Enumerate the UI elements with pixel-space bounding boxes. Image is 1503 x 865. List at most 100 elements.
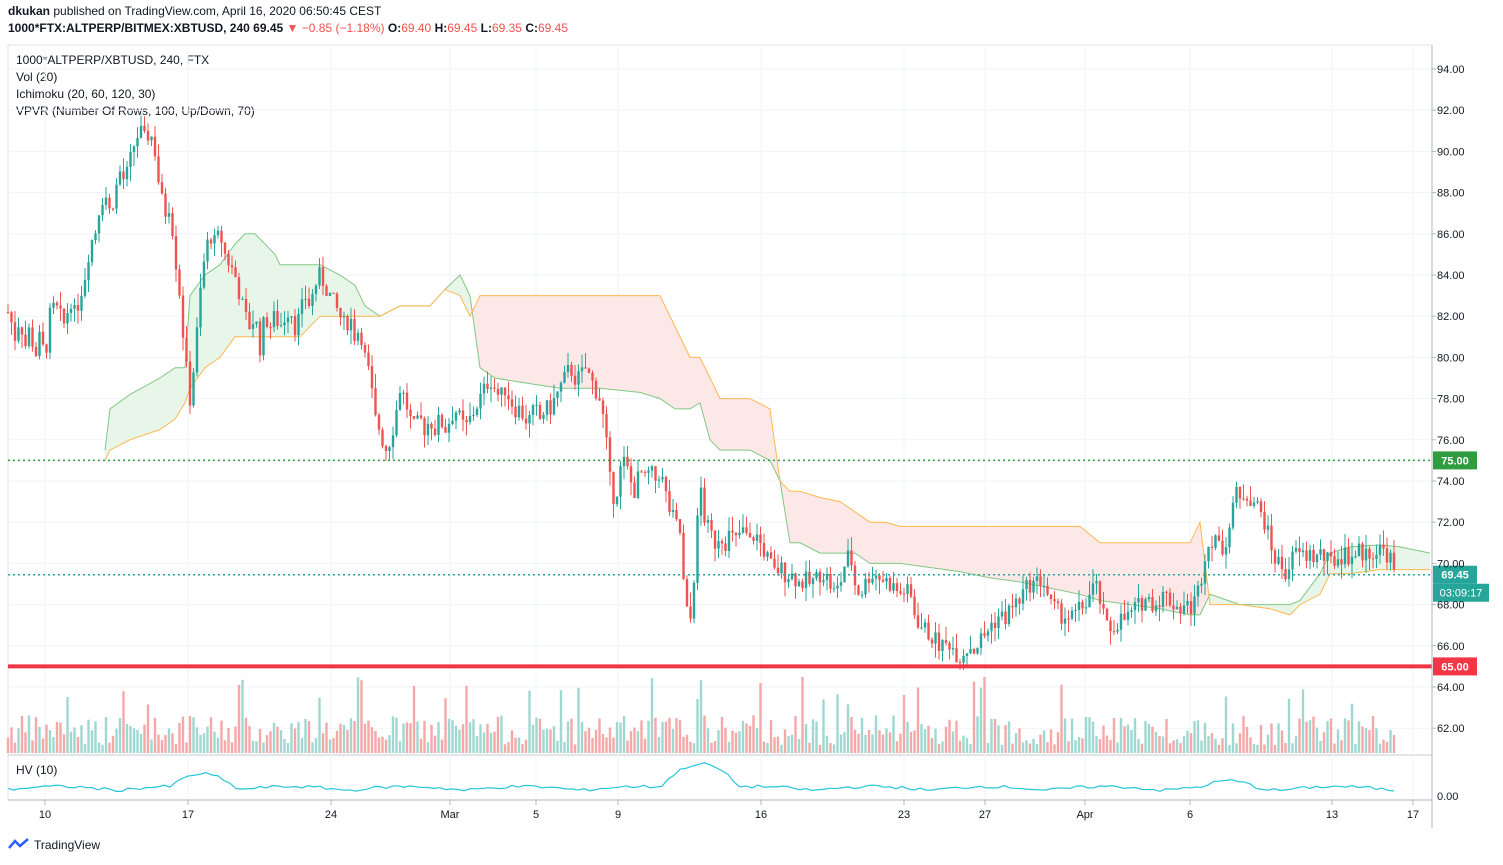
candle-body: [363, 345, 367, 353]
candle-body: [1357, 543, 1361, 557]
volume-bar: [405, 722, 409, 753]
candle-body: [80, 295, 83, 311]
volume-bar: [1340, 740, 1343, 753]
candle-body: [755, 534, 759, 541]
candle-body: [727, 530, 731, 551]
legend-vol[interactable]: Vol (20): [16, 70, 58, 84]
candle-body: [349, 318, 353, 331]
volume-bar: [591, 737, 594, 753]
candle-body: [1018, 598, 1021, 604]
volume-bar: [1291, 743, 1294, 753]
y-tick-label: 88.00: [1437, 188, 1465, 200]
volume-bar: [836, 694, 839, 753]
volume-bar: [279, 730, 283, 753]
volume-bar: [426, 742, 430, 753]
volume-bar: [678, 720, 682, 753]
candle-body: [293, 316, 297, 336]
candle-body: [13, 322, 17, 341]
candle-body: [195, 327, 199, 373]
candle-body: [178, 269, 181, 296]
legend-vpvr[interactable]: VPVR (Number Of Rows, 100, Up/Down, 70): [16, 104, 255, 118]
cloud-segment: [750, 398, 770, 461]
candle-body: [930, 639, 934, 644]
tradingview-brand[interactable]: TradingView: [8, 838, 100, 852]
publish-header: dkukan published on TradingView.com, Apr…: [8, 4, 381, 18]
candle-body: [986, 631, 990, 636]
volume-bar: [73, 727, 76, 753]
cloud-segment: [675, 326, 690, 409]
candle-body: [426, 423, 430, 436]
volume-bar: [573, 744, 577, 753]
candle-body: [1147, 596, 1151, 600]
volume-bar: [1249, 737, 1252, 753]
candle-body: [1179, 606, 1182, 614]
candle-body: [1252, 502, 1256, 506]
author-name[interactable]: dkukan: [8, 4, 51, 18]
volume-bar: [437, 722, 440, 753]
volume-bar: [626, 740, 629, 753]
volume-bar: [153, 717, 157, 753]
candle-body: [59, 305, 62, 309]
volume-bar: [1179, 743, 1182, 753]
candle-body: [90, 240, 94, 263]
candle-body: [983, 633, 986, 636]
volume-bar: [990, 718, 993, 753]
volume-bar: [290, 723, 293, 753]
candle-body: [1116, 629, 1119, 632]
candle-body: [1210, 546, 1214, 548]
candle-body: [1193, 596, 1196, 615]
hv-label[interactable]: HV (10): [16, 763, 58, 777]
candle-body: [192, 372, 195, 406]
candle-body: [850, 550, 853, 566]
candle-body: [920, 627, 923, 629]
candle-body: [489, 387, 493, 390]
volume-bar: [535, 717, 538, 753]
candle-body: [1039, 576, 1042, 586]
hv-pane: 0.00: [7, 762, 1458, 803]
x-tick-label: 17: [182, 809, 194, 821]
legend-symbol[interactable]: 1000*ALTPERP/XBTUSD, 240, FTX: [16, 53, 210, 67]
indicator-legend: 1000*ALTPERP/XBTUSD, 240, FTX Vol (20) I…: [16, 52, 255, 120]
cloud-segment: [255, 233, 275, 337]
candle-body: [1203, 561, 1207, 584]
candle-body: [1315, 554, 1319, 563]
cloud-segment: [900, 526, 930, 568]
candle-body: [304, 298, 307, 300]
volume-bar: [55, 722, 59, 753]
candle-body: [1382, 544, 1385, 549]
candle-body: [790, 573, 794, 580]
candle-body: [171, 213, 174, 236]
candle-body: [745, 527, 748, 534]
candle-body: [223, 242, 227, 254]
candle-body: [311, 293, 314, 307]
volume-bar: [251, 740, 255, 753]
legend-ichimoku[interactable]: Ichimoku (20, 60, 120, 30): [16, 87, 156, 101]
candle-body: [650, 466, 654, 471]
candle-body: [1217, 535, 1221, 541]
candle-body: [717, 541, 720, 549]
candle-body: [622, 456, 626, 467]
volume-bar: [748, 725, 752, 753]
volume-bar: [542, 729, 545, 753]
candle-body: [948, 642, 951, 650]
volume-bar: [472, 719, 475, 753]
volume-bar: [1382, 739, 1385, 753]
volume-bar: [101, 744, 104, 753]
candle-body: [76, 305, 80, 311]
candle-body: [794, 573, 797, 587]
candle-body: [244, 298, 248, 312]
volume-bar: [1280, 730, 1284, 753]
hv-line: [7, 762, 1395, 793]
candle-body: [1280, 556, 1284, 570]
candle-body: [993, 622, 997, 629]
volume-bar: [1119, 717, 1123, 753]
volume-bar: [647, 720, 650, 753]
y-tick-label: 94.00: [1437, 64, 1465, 76]
volume-bar: [304, 718, 307, 753]
volume-bar: [808, 742, 811, 753]
volume-bar: [1273, 744, 1277, 753]
volume-bar: [503, 744, 507, 753]
candle-body: [1371, 558, 1375, 560]
candle-body: [657, 479, 661, 481]
